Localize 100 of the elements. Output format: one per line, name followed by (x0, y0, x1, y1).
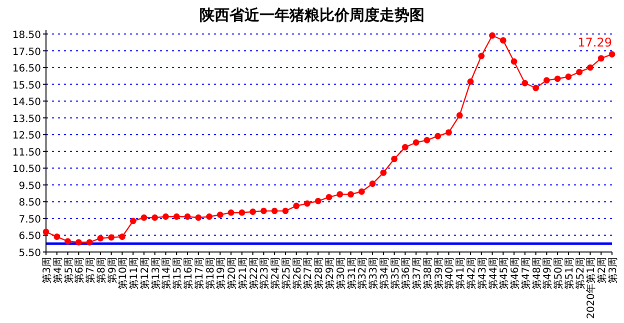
point (510, 58, 518, 65)
x-tick-label: 第38周 (422, 257, 434, 290)
x-tick-label: 第19周 (215, 257, 228, 290)
x-tick-label: 第13周 (150, 257, 162, 290)
y-tick-label: 7.50 (18, 214, 41, 226)
point (608, 51, 616, 58)
x-tick-label: 第2周 (596, 257, 608, 284)
x-tick-label: 第24周 (270, 257, 282, 290)
point (260, 208, 267, 214)
x-tick-label: 第36周 (400, 257, 412, 290)
x-tick-label: 第49周 (542, 257, 554, 290)
point (250, 208, 256, 215)
point (86, 239, 93, 246)
point (304, 200, 310, 207)
point (326, 194, 332, 200)
x-tick-label: 第25周 (280, 257, 292, 290)
x-tick-label: 第4周 (52, 257, 64, 284)
x-tick-label: 第50周 (552, 257, 565, 290)
x-tick-label: 第52周 (574, 257, 586, 290)
y-tick-label: 12.50 (12, 130, 41, 142)
point (228, 209, 234, 216)
point (54, 234, 60, 240)
x-tick-label: 第44周 (487, 257, 500, 290)
point (467, 78, 474, 85)
point (206, 213, 212, 220)
x-tick-label: 第21周 (236, 257, 249, 290)
x-tick-label: 第20周 (226, 257, 238, 290)
x-tick-label: 第30周 (334, 257, 347, 290)
point (336, 191, 344, 198)
point (456, 112, 463, 119)
point (543, 77, 550, 84)
point (369, 180, 376, 187)
point (238, 209, 246, 216)
y-tick-label: 13.50 (12, 114, 41, 125)
x-tick-label: 第14周 (160, 257, 173, 290)
x-tick-label: 第33周 (368, 257, 380, 290)
x-tick-label: 第29周 (324, 257, 336, 290)
point (358, 188, 365, 195)
x-tick-label: 第39周 (432, 257, 445, 290)
x-tick-label: 第42周 (466, 257, 478, 290)
point (195, 214, 202, 221)
point (598, 55, 604, 62)
x-tick-label: 第48周 (530, 257, 543, 290)
y-tick-label: 5.50 (18, 248, 41, 259)
point (282, 208, 289, 214)
x-tick-label: 第31周 (346, 257, 358, 290)
x-tick-label: 第5周 (62, 257, 75, 284)
point (271, 208, 278, 214)
x-tick-label: 第46周 (509, 257, 522, 290)
x-tick-label: 第17周 (193, 257, 206, 290)
point (42, 228, 50, 236)
x-tick-label: 第22周 (248, 257, 260, 290)
point (130, 218, 136, 224)
x-tick-label: 第15周 (172, 257, 184, 290)
y-tick-label: 10.50 (12, 164, 41, 176)
x-tick-label: 第51周 (563, 257, 576, 290)
point (587, 64, 594, 71)
point (97, 235, 104, 242)
x-tick-label: 第40周 (444, 257, 456, 290)
point (402, 144, 408, 150)
point (140, 214, 148, 221)
x-tick-label: 第16周 (182, 257, 194, 290)
point (478, 52, 485, 60)
x-tick-label: 第45周 (498, 257, 510, 290)
y-tick-label: 16.50 (12, 64, 41, 75)
point (118, 234, 126, 240)
x-tick-label: 第8周 (95, 257, 108, 284)
point (565, 74, 572, 80)
x-tick-label: 2020年第1周 (585, 257, 598, 319)
point (554, 76, 561, 82)
x-tick-label: 第32周 (356, 257, 369, 290)
y-tick-label: 8.50 (18, 198, 41, 209)
point (424, 136, 430, 144)
point (500, 37, 506, 44)
point (434, 132, 442, 140)
point (412, 139, 420, 146)
point (184, 213, 191, 220)
point (446, 129, 452, 136)
x-tick-label: 第3周 (607, 257, 619, 284)
point (162, 213, 169, 220)
point (576, 68, 583, 76)
x-tick-label: 第23周 (258, 257, 271, 290)
x-tick-label: 第35周 (389, 257, 402, 290)
point (108, 234, 115, 241)
point (293, 202, 300, 210)
chart-title: 陕西省近一年猪粮比价周度走势图 (200, 6, 424, 24)
x-tick-label: 第7周 (84, 257, 97, 284)
point (532, 84, 540, 92)
x-tick-label: 第10周 (117, 257, 130, 290)
y-tick-label: 15.50 (12, 80, 41, 92)
y-tick-label: 11.50 (12, 147, 41, 158)
x-tick-label: 第9周 (106, 257, 118, 284)
x-tick-label: 第34周 (378, 257, 390, 290)
x-tick-label: 第41周 (454, 257, 467, 290)
point (75, 239, 82, 246)
x-tick-label: 第28周 (313, 257, 326, 290)
x-tick-label: 第26周 (291, 257, 304, 290)
point (173, 213, 180, 220)
x-tick-label: 第37周 (411, 257, 424, 290)
data-label: 17.29 (578, 35, 612, 50)
